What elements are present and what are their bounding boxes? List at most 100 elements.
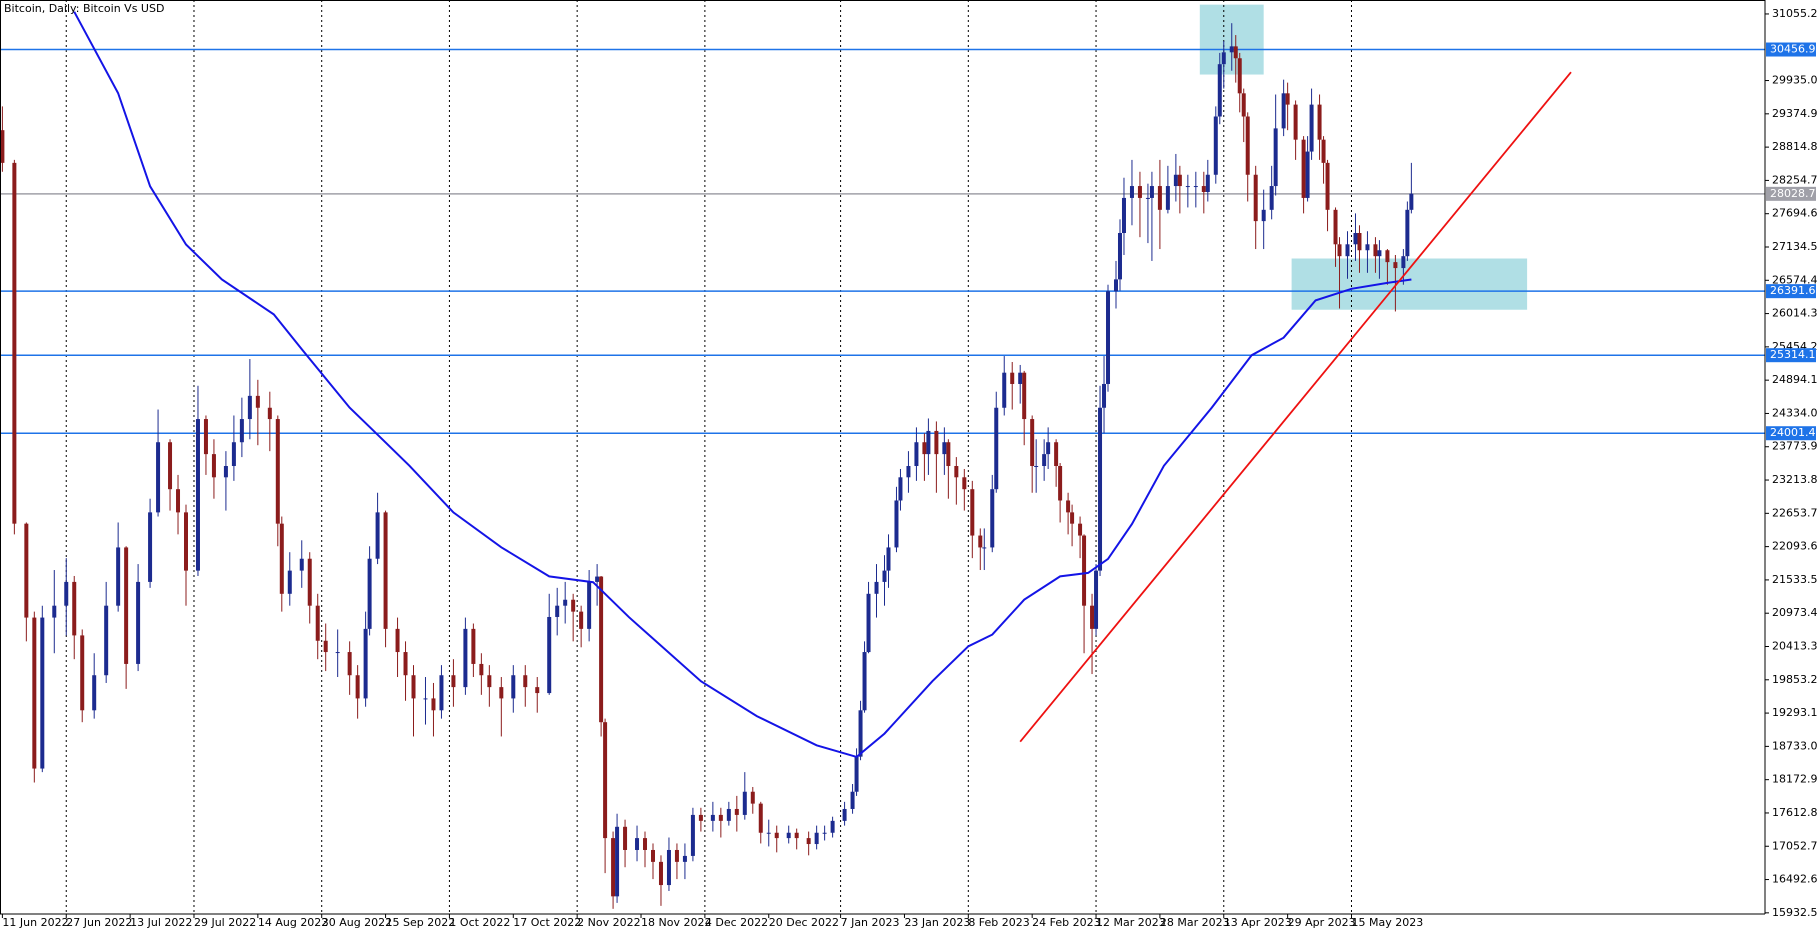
zone (1291, 258, 1528, 310)
candle-body (587, 581, 592, 629)
candle-body (766, 832, 771, 834)
candle-body (223, 466, 228, 478)
candle-body (1177, 174, 1182, 187)
y-tick-label: 20973.48 (1772, 606, 1818, 619)
level-label-bg (1766, 186, 1816, 201)
y-tick-label: 24894.18 (1772, 373, 1818, 386)
candle-body (954, 466, 959, 478)
level-label: 26391.68 (1770, 284, 1818, 297)
chart-title: Bitcoin, Daily: Bitcoin Vs USD (4, 2, 164, 15)
candle-body (635, 838, 640, 850)
x-tick-label: 4 Dec 2022 (705, 916, 768, 929)
candle-body (603, 722, 608, 839)
candle-body (1117, 233, 1122, 280)
y-tick-label: 19293.18 (1772, 706, 1818, 719)
candle-body (411, 675, 416, 699)
candle-body (195, 419, 200, 571)
candle-body (64, 581, 69, 606)
candle-body (299, 558, 304, 571)
y-tick-label: 23773.98 (1772, 440, 1818, 453)
candle-body (786, 832, 791, 839)
candle-body (403, 652, 408, 676)
candle-body (1185, 186, 1190, 188)
candle-body (423, 698, 428, 700)
candle-body (239, 419, 244, 443)
x-tick-label: 1 Oct 2022 (449, 916, 510, 929)
candle-body (92, 675, 97, 711)
candle-body (231, 442, 236, 467)
candle-body (830, 820, 835, 833)
level-label-bg (1766, 284, 1816, 299)
level-label: 25314.17 (1770, 348, 1818, 361)
candle-body (1409, 193, 1414, 210)
x-tick-label: 13 Apr 2023 (1224, 916, 1292, 929)
candle-body (0, 130, 5, 163)
candle-body (535, 687, 540, 694)
candle-body (982, 547, 987, 549)
x-tick-label: 11 Jun 2022 (2, 916, 68, 929)
candle-body (854, 756, 859, 792)
candle-body (1165, 186, 1170, 210)
candle-body (774, 832, 779, 839)
candle-body (1253, 174, 1258, 222)
candle-body (395, 628, 400, 653)
candle-body (615, 826, 620, 897)
candle-body (718, 814, 723, 821)
candle-body (623, 826, 628, 850)
candle-body (682, 855, 687, 862)
candle-body (1393, 262, 1398, 269)
candle-body (80, 635, 85, 711)
candle-body (511, 675, 516, 699)
y-tick-label: 19853.28 (1772, 673, 1818, 686)
candle-body (267, 407, 272, 420)
candle-body (994, 407, 999, 490)
candle-body (595, 576, 600, 582)
candle-body (383, 512, 388, 629)
candle-body (124, 547, 129, 664)
x-tick-label: 24 Feb 2023 (1032, 916, 1100, 929)
y-tick-label: 23213.88 (1772, 473, 1818, 486)
candle-body (962, 477, 967, 490)
candle-body (1205, 174, 1210, 192)
candle-body (487, 675, 492, 688)
y-tick-label: 27134.58 (1772, 240, 1818, 253)
candle-body (183, 512, 188, 571)
candle-body (1245, 116, 1250, 175)
y-tick-label: 22093.68 (1772, 540, 1818, 553)
candle-body (1121, 197, 1126, 234)
candle-body (658, 861, 663, 886)
moving-average-line (73, 11, 1412, 759)
candle-body (439, 675, 444, 711)
candle-body (579, 611, 584, 629)
candle-body (990, 489, 995, 548)
candle-body (1022, 372, 1027, 420)
candle-body (499, 687, 504, 699)
candle-body (1241, 93, 1246, 117)
candle-body (1002, 372, 1007, 408)
candle-body (674, 849, 679, 862)
candle-body (203, 419, 208, 455)
candle-body (479, 663, 484, 676)
candle-body (1405, 209, 1410, 257)
candle-body (970, 489, 975, 536)
candle-body (698, 814, 703, 821)
candle-body (1018, 372, 1023, 384)
candle-body (287, 570, 292, 594)
x-tick-label: 28 Mar 2023 (1160, 916, 1230, 929)
candle-body (1293, 104, 1298, 140)
candle-body (650, 849, 655, 862)
candle-body (471, 628, 476, 664)
candle-body (1325, 162, 1330, 210)
candle-body (335, 652, 340, 654)
candle-body (555, 605, 560, 617)
x-tick-label: 27 Jun 2022 (66, 916, 132, 929)
candle-body (1094, 570, 1099, 629)
level-label: 28028.75 (1770, 187, 1818, 200)
candle-body (12, 162, 17, 524)
candle-body (307, 558, 312, 606)
candle-body (1010, 372, 1015, 384)
x-tick-label: 17 Oct 2022 (513, 916, 581, 929)
candle-body (1102, 383, 1107, 408)
y-tick-label: 28254.78 (1772, 173, 1818, 186)
candle-body (1030, 419, 1035, 467)
